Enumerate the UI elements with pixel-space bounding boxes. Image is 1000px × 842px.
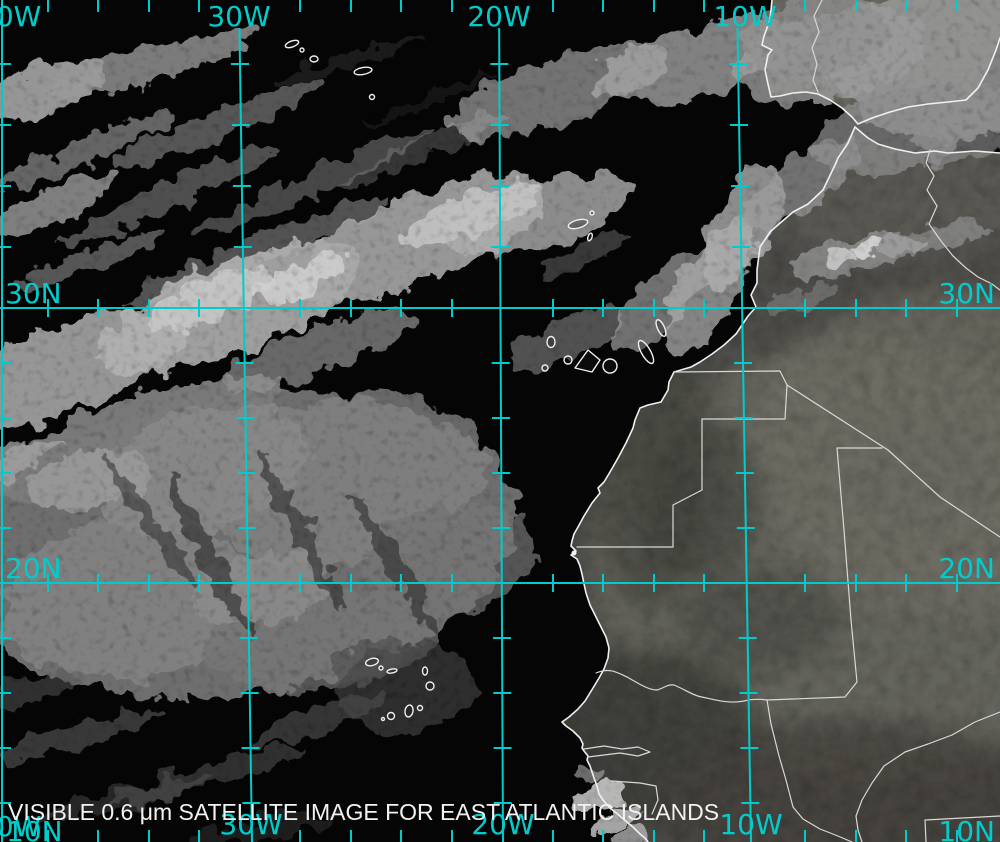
grid-label-20w: 20W <box>467 0 530 33</box>
country-borders <box>576 0 1000 842</box>
border-bottom-right <box>924 815 1000 842</box>
grid-label-20n: 20N <box>5 552 62 585</box>
border-western-sahara-north <box>673 370 788 386</box>
border-mali-west <box>766 447 858 701</box>
grid-label-20w: 20W <box>471 808 534 841</box>
grid-label-30n: 30N <box>5 277 62 310</box>
grid-label-10w: 10W <box>713 0 776 33</box>
coastline-iberia <box>761 0 1000 125</box>
grid-label-10n: 10N <box>6 815 63 842</box>
border-guinea-mali <box>855 711 1000 842</box>
grid-label-10n: 10N <box>938 815 995 842</box>
islands-azores <box>284 39 376 101</box>
meridian-20W <box>498 27 504 842</box>
grid-label-10w: 10W <box>719 808 782 841</box>
border-portugal-spain <box>811 0 823 93</box>
grid-label-30w: 30W <box>207 0 270 33</box>
product-title: VISIBLE 0.6 μm SATELLITE IMAGE FOR EAST … <box>8 799 720 825</box>
islands-cape-verde <box>364 657 435 722</box>
grid-label-20n: 20N <box>938 552 995 585</box>
border-senegal-mauritania <box>595 669 768 703</box>
grid-label-30w: 30W <box>219 808 282 841</box>
border-mauritania-mali-diagonal <box>786 384 1000 538</box>
grid-label-40w: 40W <box>0 0 41 33</box>
meridian-30W <box>238 27 253 842</box>
grid-label-40w: 40W <box>0 810 41 842</box>
border-morocco-algeria <box>925 149 1000 291</box>
coastline-africa <box>561 126 1000 842</box>
border-senegal-mali-guinea <box>766 699 853 842</box>
map-overlay <box>284 0 1000 842</box>
islands-canary <box>541 319 667 374</box>
border-senegal-guinea-bissau <box>611 780 659 815</box>
grid-label-30n: 30N <box>938 277 995 310</box>
border-gambia <box>583 745 651 758</box>
border-western-sahara-mauritania <box>576 384 788 548</box>
islands-madeira <box>567 210 595 242</box>
meridian-10W <box>736 27 752 842</box>
product-caption: VISIBLE 0.6 μm SATELLITE IMAGE FOR EAST … <box>8 757 719 842</box>
